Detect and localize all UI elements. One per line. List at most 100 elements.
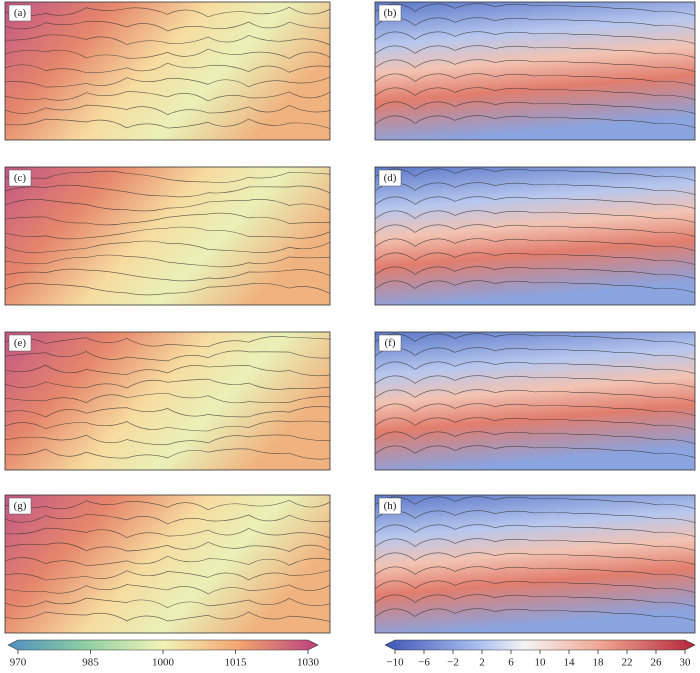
map-frame xyxy=(4,166,331,306)
contour-line xyxy=(4,199,331,212)
contour-line xyxy=(374,280,696,293)
contour-line xyxy=(4,282,331,296)
colorbar-tick-label: 18 xyxy=(593,657,605,669)
colorbar-tick-label: 14 xyxy=(564,657,576,669)
contour-line xyxy=(4,392,331,404)
contour-line xyxy=(374,403,696,416)
contour-line xyxy=(374,594,696,607)
colorbar-tick-label: 30 xyxy=(680,657,692,669)
contour-line xyxy=(4,499,331,511)
map-frame xyxy=(4,331,331,471)
contour-line xyxy=(4,541,331,552)
panel-label: (e) xyxy=(14,337,27,349)
contour-line xyxy=(4,448,331,460)
contour-line xyxy=(4,350,331,362)
map-frame xyxy=(374,494,696,634)
panel-label-box xyxy=(8,334,32,352)
panel-label-box xyxy=(8,169,32,187)
map-frame xyxy=(374,1,696,141)
contour-line xyxy=(374,608,696,621)
colorbar-tick-label: 2 xyxy=(479,657,485,669)
colorbar-tick-label: 26 xyxy=(651,657,663,669)
map-panel: (g) xyxy=(4,494,331,634)
contour-line xyxy=(374,17,696,30)
map-frame xyxy=(4,1,331,141)
contour-line xyxy=(374,87,696,100)
map-panel: (e) xyxy=(4,331,331,471)
map-frame xyxy=(374,166,696,306)
map-panel: (a) xyxy=(4,1,331,141)
map-field xyxy=(5,167,330,305)
contour-line xyxy=(374,566,696,579)
contour-line xyxy=(4,104,331,116)
map-panel: (f) xyxy=(374,331,696,471)
contour-line xyxy=(374,59,696,72)
contour-line xyxy=(374,361,696,374)
colorbar-tick-label: −2 xyxy=(447,657,459,669)
map-field xyxy=(5,332,330,470)
contour-line xyxy=(374,445,696,458)
panel-label: (h) xyxy=(384,500,397,512)
colorbar-tick-label: −10 xyxy=(386,657,404,669)
contour-line xyxy=(4,420,331,432)
panel-label-box xyxy=(378,497,402,515)
contour-line xyxy=(4,34,331,46)
map-panel: (d) xyxy=(374,166,696,306)
colorbar-tick-label: 970 xyxy=(10,657,27,669)
contour-line xyxy=(4,48,331,59)
contour-line xyxy=(4,364,331,377)
contour-line xyxy=(4,226,331,240)
panel-label: (d) xyxy=(384,172,397,184)
contour-line xyxy=(374,417,696,430)
contour-line xyxy=(374,552,696,565)
panel-label-box xyxy=(378,169,402,187)
contour-line xyxy=(374,347,696,360)
colorbar: −10 −6 −2 2 6 10 14 18 22 26 30 xyxy=(384,639,696,669)
contour-line xyxy=(374,224,696,237)
colorbar-tick-label: 985 xyxy=(82,657,99,669)
contour-line xyxy=(374,538,696,551)
contour-line xyxy=(4,184,331,198)
contour-line xyxy=(4,584,331,595)
colorbar-body xyxy=(384,639,696,651)
contour-line xyxy=(374,510,696,523)
colorbar-tick-label: 10 xyxy=(535,657,547,669)
contour-line xyxy=(374,375,696,388)
colorbar-tick-label: 1015 xyxy=(225,657,248,669)
contour-line xyxy=(374,524,696,537)
contour-line xyxy=(4,118,331,129)
contour-line xyxy=(4,569,331,581)
contour-line xyxy=(4,406,331,418)
contour-line xyxy=(374,496,696,509)
contour-line xyxy=(374,389,696,402)
contour-line xyxy=(374,333,696,346)
contour-line xyxy=(4,611,331,622)
colorbar-tick-label: 22 xyxy=(622,657,633,669)
colorbar-tick-label: 6 xyxy=(508,657,514,669)
contour-line xyxy=(4,514,331,525)
contour-line xyxy=(4,91,331,102)
colorbars: 970 985 1000 1015 1030 −10 −6 −2 2 6 10 14 18 22 26 30 xyxy=(7,639,696,669)
contour-line xyxy=(374,238,696,251)
contour-line xyxy=(374,210,696,223)
map-panel: (c) xyxy=(4,166,331,306)
contour-line xyxy=(4,378,331,390)
contour-line xyxy=(4,268,331,282)
panel-label-box xyxy=(8,497,32,515)
contour-line xyxy=(374,182,696,195)
map-field xyxy=(5,495,330,633)
panel-label-box xyxy=(378,4,402,22)
panel-label: (c) xyxy=(14,172,27,184)
contour-line xyxy=(374,101,696,114)
panels: (a) (b) (c) (d) (e) (f) (g) (h) xyxy=(4,1,696,634)
contour-line xyxy=(4,240,331,254)
panel-label: (f) xyxy=(385,337,396,349)
colorbar: 970 985 1000 1015 1030 xyxy=(7,639,320,669)
contour-line xyxy=(374,252,696,265)
contour-line xyxy=(374,115,696,128)
map-panel: (b) xyxy=(374,1,696,141)
map-frame xyxy=(4,494,331,634)
contour-line xyxy=(4,6,331,18)
contour-line xyxy=(374,3,696,16)
colorbar-tick-label: −6 xyxy=(418,657,430,669)
